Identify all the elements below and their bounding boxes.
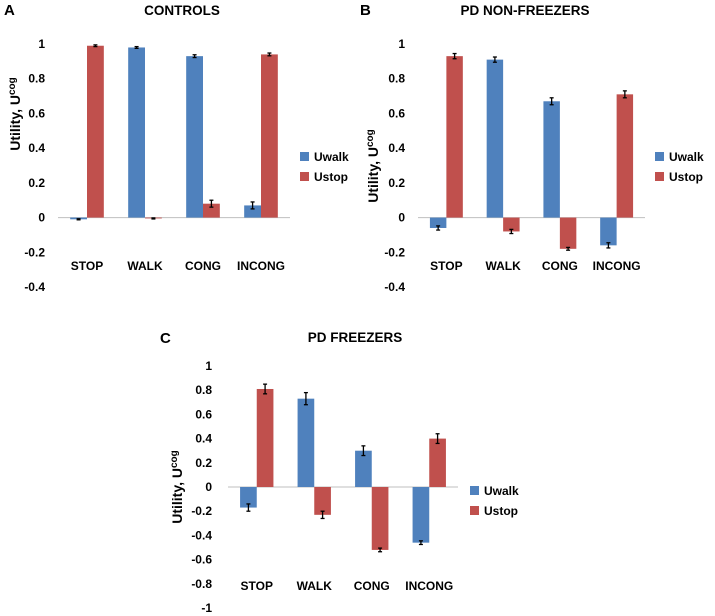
- chart-panel-a: CONTROLS Utility, Ucog 1 0.8 0.6 0.4 0.2 0 -0.…: [7, 3, 349, 294]
- y-tick-label: 0: [398, 211, 405, 225]
- bar-uwalk-walk: [128, 47, 145, 218]
- y-axis-label-text: Utility, U: [365, 147, 381, 203]
- bar-ustop-incong: [616, 94, 634, 218]
- y-tick-label: 0.4: [388, 141, 405, 155]
- chart-title: PD NON-FREEZERS: [460, 3, 589, 18]
- panel-label-a: A: [4, 2, 15, 19]
- y-tick-label: 0: [205, 480, 212, 494]
- x-tick-label: INCONG: [405, 579, 453, 593]
- bar-ustop-walk: [314, 487, 331, 515]
- x-tick-label: STOP: [241, 579, 273, 593]
- bar-uwalk-walk: [297, 398, 315, 487]
- legend-swatch-uwalk: [655, 152, 664, 161]
- y-tick-label: 0.2: [28, 176, 45, 190]
- x-tick-label: CONG: [354, 579, 390, 593]
- chart-title: PD FREEZERS: [308, 330, 403, 345]
- y-tick-label: 0.4: [28, 141, 45, 155]
- legend-swatch-ustop: [470, 506, 479, 515]
- panel-label-c: C: [160, 330, 171, 347]
- y-tick-label: -0.2: [191, 504, 212, 518]
- legend-label-ustop: Ustop: [314, 170, 348, 184]
- y-tick-label: 0.8: [388, 72, 405, 86]
- y-tick-label: 1: [38, 37, 45, 51]
- y-tick-label: 0.2: [388, 176, 405, 190]
- y-tick-label: 0.2: [195, 456, 212, 470]
- y-tick-label: 0: [38, 211, 45, 225]
- y-tick-label: 0.6: [28, 106, 45, 120]
- bar-ustop-walk: [503, 217, 520, 232]
- bar-uwalk-stop: [240, 487, 257, 508]
- legend-label-ustop: Ustop: [484, 504, 518, 518]
- y-tick-label: -1: [201, 601, 212, 615]
- legend-label-uwalk: Uwalk: [484, 484, 519, 498]
- legend-label-ustop: Ustop: [669, 170, 703, 184]
- y-tick-label: -0.8: [191, 577, 212, 591]
- bar-ustop-cong: [559, 217, 577, 249]
- bar-ustop-incong: [261, 54, 278, 218]
- y-tick-label: 0.4: [195, 432, 212, 446]
- y-axis-label-sup: cog: [365, 129, 376, 147]
- y-tick-label: 0.6: [195, 407, 212, 421]
- y-tick-label: 0.6: [388, 106, 405, 120]
- y-tick-label: -0.4: [384, 280, 405, 294]
- y-axis-label: Utility, Ucog: [7, 77, 23, 151]
- y-axis-label-sup: cog: [7, 77, 18, 95]
- y-tick-label: -0.4: [191, 528, 212, 542]
- bar-ustop-cong: [371, 487, 389, 550]
- bar-uwalk-cong: [355, 450, 372, 487]
- bar-ustop-incong: [429, 438, 446, 487]
- x-tick-label: WALK: [127, 259, 163, 273]
- bar-ustop-stop: [87, 45, 104, 218]
- bar-uwalk-incong: [412, 487, 430, 543]
- x-tick-label: WALK: [485, 259, 521, 273]
- x-tick-label: CONG: [542, 259, 578, 273]
- chart-panel-c: PD FREEZERS Utility, Ucog 1 0.8 0.6 0.4 0.2 0…: [169, 330, 519, 615]
- x-tick-label: STOP: [430, 259, 462, 273]
- bar-ustop-cong: [203, 203, 220, 218]
- legend-label-uwalk: Uwalk: [669, 150, 704, 164]
- y-axis-label-text: Utility, U: [7, 95, 23, 151]
- y-tick-label: -0.6: [191, 553, 212, 567]
- bar-uwalk-stop: [429, 217, 447, 228]
- bar-uwalk-cong: [186, 56, 203, 218]
- x-tick-label: STOP: [71, 259, 103, 273]
- panel-label-b: B: [360, 2, 371, 19]
- bar-ustop-stop: [446, 56, 463, 218]
- y-tick-label: 0.8: [28, 72, 45, 86]
- bar-uwalk-walk: [486, 59, 504, 218]
- legend-swatch-uwalk: [470, 486, 479, 495]
- bar-ustop-stop: [256, 388, 274, 487]
- bar-uwalk-incong: [244, 205, 261, 218]
- y-tick-label: -0.2: [24, 245, 45, 259]
- y-tick-label: 0.8: [195, 383, 212, 397]
- x-tick-label: CONG: [185, 259, 221, 273]
- legend-label-uwalk: Uwalk: [314, 150, 349, 164]
- chart-title: CONTROLS: [144, 3, 220, 18]
- legend-swatch-ustop: [300, 172, 309, 181]
- y-tick-label: -0.4: [24, 280, 45, 294]
- x-tick-label: INCONG: [237, 259, 285, 273]
- chart-panel-b: PD NON-FREEZERS Utility, Ucog 1 0.8 0.6 0.4…: [365, 3, 704, 294]
- x-tick-label: INCONG: [593, 259, 641, 273]
- legend-swatch-ustop: [655, 172, 664, 181]
- y-tick-label: -0.2: [384, 245, 405, 259]
- y-axis-label: Utility, Ucog: [169, 450, 185, 524]
- y-tick-label: 1: [398, 37, 405, 51]
- y-axis-label-sup: cog: [169, 450, 180, 468]
- legend-swatch-uwalk: [300, 152, 309, 161]
- y-axis-label-text: Utility, U: [169, 468, 185, 524]
- x-tick-label: WALK: [297, 579, 333, 593]
- y-tick-label: 1: [205, 359, 212, 373]
- bar-uwalk-cong: [543, 101, 560, 218]
- bar-uwalk-incong: [600, 217, 617, 246]
- y-axis-label: Utility, Ucog: [365, 129, 381, 203]
